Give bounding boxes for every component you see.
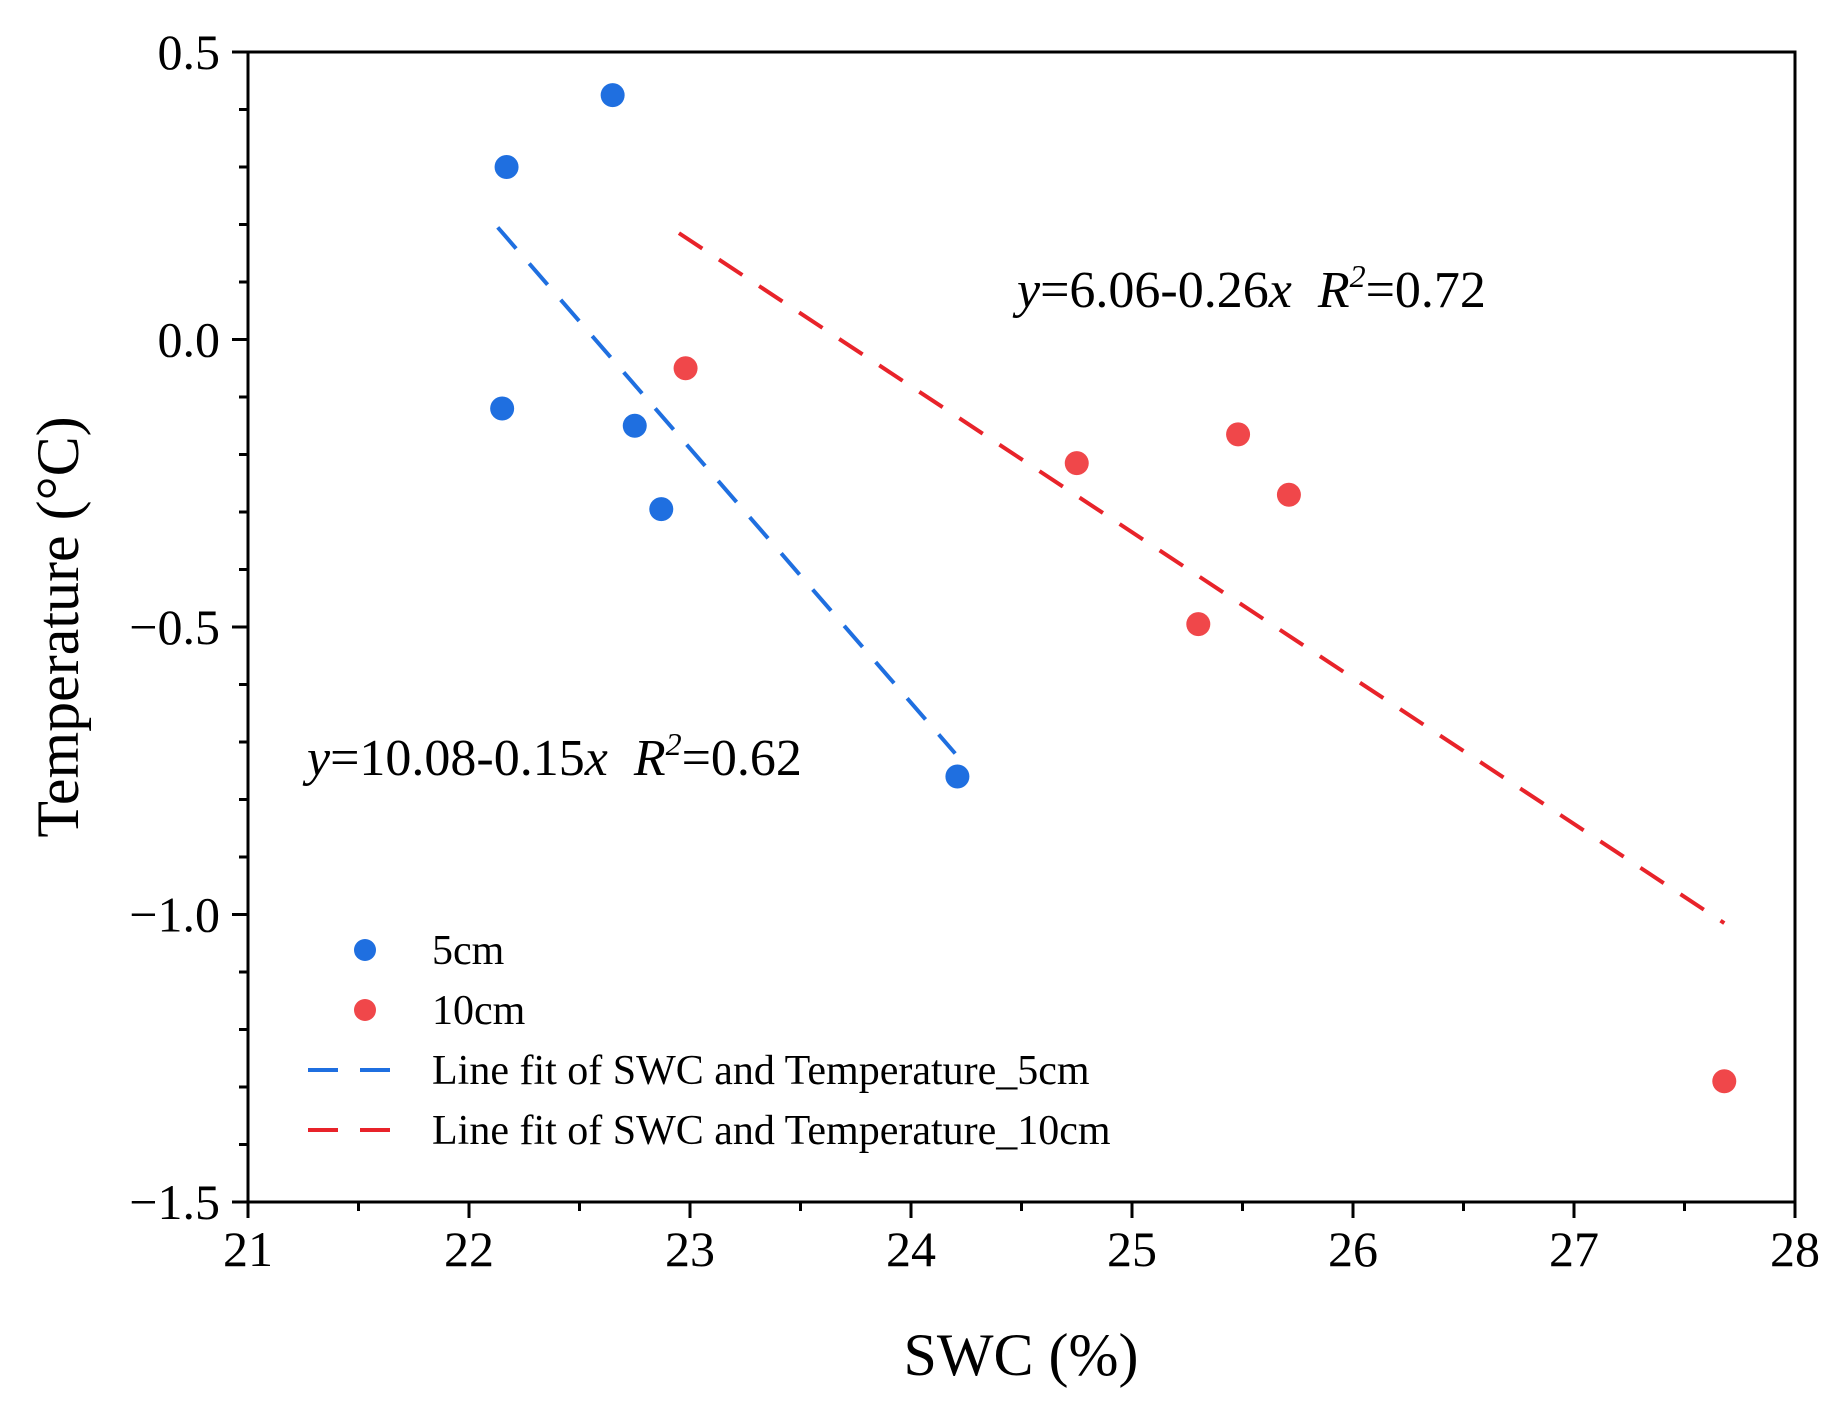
data-point-10cm: [673, 356, 698, 381]
legend-label-10cm: 10cm: [432, 988, 526, 1034]
data-points: [490, 83, 1737, 1094]
x-axis-ticks: [246, 1202, 1797, 1218]
x-tick-label: 23: [665, 1221, 715, 1277]
legend-marker-5cm: [354, 939, 376, 961]
y-tick-label: −0.5: [129, 599, 220, 655]
data-point-5cm: [490, 396, 515, 421]
fit-lines: [496, 226, 1726, 925]
x-tick-label: 21: [223, 1221, 273, 1277]
legend-label-5cm: 5cm: [432, 928, 505, 974]
x-tick-label: 22: [444, 1221, 494, 1277]
y-tick-label: −1.5: [129, 1174, 220, 1230]
x-tick-label: 26: [1328, 1221, 1378, 1277]
legend: 5cm 10cm Line fit of SWC and Temperature…: [308, 928, 1111, 1154]
y-axis-tick-labels: 0.5 0.0 −0.5 −1.0 −1.5: [129, 24, 220, 1230]
y-tick-label: 0.0: [158, 312, 221, 368]
x-tick-label: 25: [1107, 1221, 1157, 1277]
data-point-10cm: [1712, 1069, 1737, 1094]
y-axis-title: Temperature (°C): [25, 416, 91, 837]
data-point-10cm: [1186, 612, 1211, 637]
y-axis-ticks: [232, 50, 248, 1204]
data-point-5cm: [622, 413, 647, 438]
x-tick-label: 24: [886, 1221, 936, 1277]
legend-label-fit-5cm: Line fit of SWC and Temperature_5cm: [432, 1048, 1090, 1094]
legend-label-fit-10cm: Line fit of SWC and Temperature_10cm: [432, 1108, 1111, 1154]
x-axis-tick-labels: 21 22 23 24 25 26 27 28: [223, 1221, 1820, 1277]
equation-10cm: y=6.06-0.26x R2=0.72: [1012, 258, 1486, 319]
y-tick-label: 0.5: [158, 24, 221, 80]
data-point-5cm: [494, 155, 519, 179]
x-tick-label: 28: [1770, 1221, 1820, 1277]
y-tick-label: −1.0: [129, 887, 220, 943]
data-point-10cm: [1276, 482, 1301, 507]
fit-line-10cm: [677, 231, 1726, 925]
x-axis-title: SWC (%): [904, 1322, 1139, 1388]
data-point-5cm: [600, 83, 625, 108]
data-point-5cm: [945, 764, 970, 789]
data-point-5cm: [649, 497, 674, 522]
legend-marker-10cm: [354, 999, 376, 1021]
x-tick-label: 27: [1549, 1221, 1599, 1277]
fit-line-5cm: [496, 226, 957, 755]
data-point-10cm: [1064, 451, 1089, 476]
data-point-10cm: [1226, 422, 1251, 447]
equation-5cm: y=10.08-0.15x R2=0.62: [302, 726, 802, 787]
